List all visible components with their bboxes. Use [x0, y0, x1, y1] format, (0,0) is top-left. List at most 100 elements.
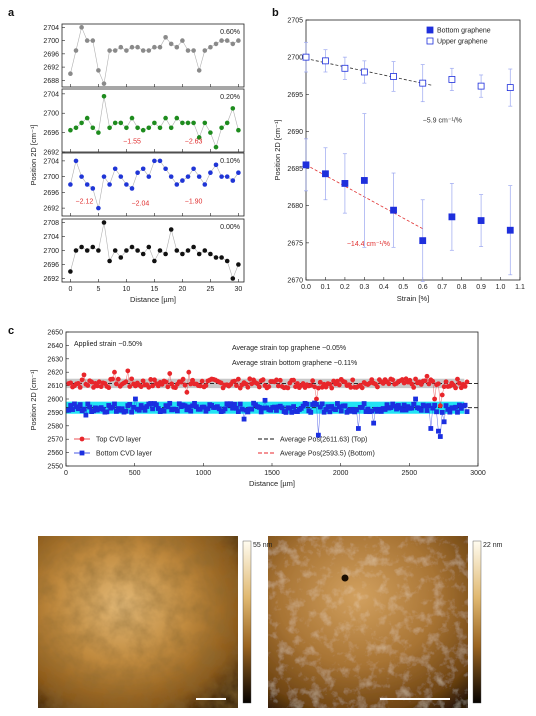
data-marker	[390, 73, 397, 80]
data-point	[124, 125, 129, 131]
data-marker	[360, 68, 368, 76]
data-point	[68, 269, 73, 274]
data-point	[129, 115, 135, 121]
data-point	[291, 404, 297, 409]
data-point	[380, 381, 386, 386]
data-point	[96, 130, 101, 135]
data-point	[430, 378, 436, 384]
data-point	[129, 186, 135, 191]
y-tick-label: 2560	[47, 450, 63, 457]
data-point	[348, 384, 354, 390]
data-point	[125, 368, 131, 374]
data-point	[361, 401, 367, 406]
legend-marker	[79, 436, 85, 442]
data-point	[249, 381, 255, 387]
data-marker	[341, 64, 349, 72]
data-point	[369, 408, 375, 414]
data-point	[73, 158, 79, 164]
data-point	[464, 379, 470, 385]
x-axis-label: Distance [µm]	[130, 295, 176, 304]
data-point	[140, 251, 146, 257]
data-point	[129, 409, 135, 415]
data-point	[79, 244, 84, 250]
data-point	[191, 48, 196, 53]
data-point	[96, 379, 102, 385]
data-point	[409, 405, 415, 411]
data-point	[85, 383, 91, 388]
data-point	[112, 166, 118, 172]
data-point	[146, 125, 152, 131]
y-tick-label: 2600	[47, 397, 63, 404]
y-axis-label: Position 2D [cm⁻¹]	[29, 369, 38, 430]
data-point	[315, 432, 321, 438]
y-tick-label: 2690	[287, 129, 303, 136]
data-point	[213, 162, 219, 168]
data-point	[208, 251, 213, 257]
data-point	[202, 120, 208, 126]
y-tick-label: 2696	[43, 262, 59, 269]
data-point	[219, 38, 224, 43]
data-point	[218, 380, 224, 386]
x-axis-label: Distance [µm]	[249, 479, 295, 488]
x-tick-label: 1.0	[496, 284, 506, 291]
data-point	[424, 373, 430, 379]
data-point	[453, 404, 458, 410]
data-point	[382, 407, 388, 412]
data-point	[168, 125, 174, 131]
x-tick-label: 0	[68, 286, 72, 293]
data-point	[185, 48, 191, 53]
panel-c-chart: 2550 2560 2570 2580 2590 2600 2610 2620 2630 2640…	[29, 330, 486, 489]
data-point	[327, 409, 333, 415]
y-tick-label: 2650	[47, 330, 63, 337]
data-point	[213, 255, 219, 260]
data-point	[146, 244, 152, 250]
data-point	[426, 403, 432, 408]
data-point	[180, 376, 186, 382]
data-point	[285, 385, 291, 391]
data-point	[336, 404, 342, 410]
data-point	[182, 403, 188, 409]
y-axis-label: Position 2D [cm⁻¹]	[29, 124, 38, 185]
data-point	[167, 400, 173, 406]
data-marker	[448, 76, 456, 83]
data-point	[439, 409, 445, 415]
data-point	[150, 383, 155, 389]
y-tick-label: 2590	[47, 410, 63, 417]
data-point	[123, 408, 129, 414]
y-tick-label: 2675	[287, 240, 303, 247]
legend-label: Bottom CVD layer	[96, 451, 153, 458]
data-point	[112, 369, 117, 375]
data-point	[101, 93, 107, 99]
data-point	[232, 401, 237, 407]
data-point	[68, 403, 74, 408]
data-point	[124, 48, 129, 53]
data-marker	[302, 53, 310, 61]
data-point	[94, 383, 100, 389]
slope-annotation: −2.04	[132, 200, 150, 207]
x-tick-label: 3000	[470, 470, 486, 477]
data-point	[152, 158, 157, 164]
data-point	[101, 174, 107, 179]
data-point	[79, 174, 84, 179]
data-point	[89, 379, 95, 385]
data-point	[464, 409, 470, 415]
data-point	[230, 106, 236, 111]
data-point	[260, 405, 266, 411]
data-point	[359, 405, 365, 410]
data-point	[140, 48, 146, 53]
data-marker	[506, 84, 514, 91]
data-point	[90, 125, 96, 131]
y-tick-label: 2704	[43, 25, 59, 32]
data-point	[424, 408, 430, 413]
data-marker	[477, 82, 485, 90]
data-point	[213, 144, 219, 150]
data-point	[150, 406, 155, 412]
data-point	[79, 120, 84, 126]
data-point	[135, 248, 140, 253]
data-point	[453, 385, 458, 391]
data-point	[262, 397, 268, 403]
x-tick-label: 2500	[402, 470, 418, 477]
x-tick-label: 5	[96, 286, 100, 293]
data-point	[96, 68, 101, 73]
x-tick-label: 1500	[264, 470, 280, 477]
